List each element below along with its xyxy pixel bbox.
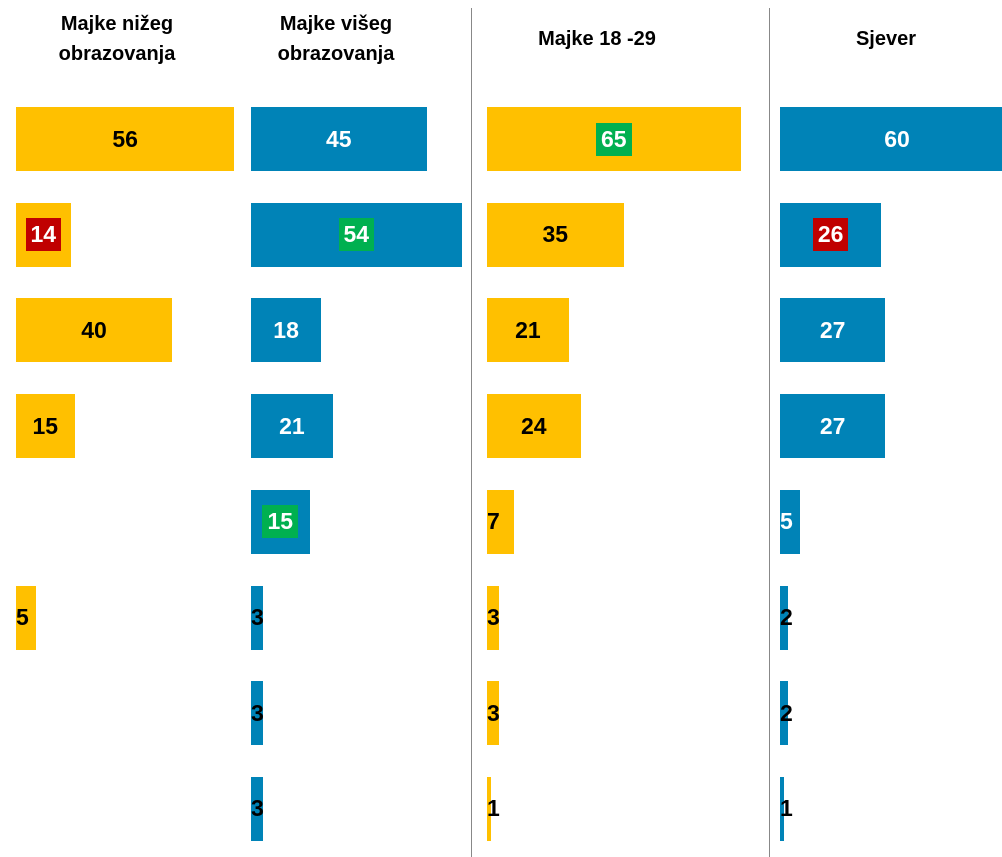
bar (780, 298, 886, 363)
value-label: 21 (279, 412, 305, 439)
value-label-box: 21 (487, 298, 569, 362)
value-label: 56 (112, 125, 138, 152)
value-label: 27 (819, 412, 846, 439)
value-label: 15 (262, 505, 299, 539)
value-label-box: 7 (482, 490, 542, 554)
value-label-box: 1 (482, 777, 542, 841)
value-label-box: 2 (775, 586, 835, 650)
bar (251, 394, 333, 459)
panel-title: Majke višeg obrazovanja (277, 13, 395, 65)
bar (16, 585, 36, 650)
value-label: 1 (780, 795, 793, 822)
value-label: 5 (16, 604, 29, 630)
bar (251, 585, 263, 650)
bar (487, 585, 499, 650)
value-label: 15 (32, 412, 59, 439)
bar (487, 394, 581, 459)
value-label: 3 (487, 604, 500, 630)
value-label-box: 14 (16, 203, 71, 267)
value-label-box: 3 (246, 586, 306, 650)
value-label: 3 (487, 699, 500, 726)
value-label: 2 (780, 699, 793, 726)
value-label-box: 26 (780, 203, 881, 267)
value-label-box: 27 (780, 298, 885, 362)
value-label-box: 1 (775, 777, 835, 841)
bar (780, 681, 788, 746)
bar (487, 776, 491, 841)
value-label: 54 (338, 218, 375, 252)
value-label: 1 (487, 795, 500, 822)
value-label-box: 40 (16, 298, 172, 362)
value-label: 3 (251, 604, 264, 630)
separator (769, 8, 770, 857)
value-label: 24 (521, 412, 547, 439)
panel-title: Sjever (855, 28, 917, 50)
value-label-box: 5 (11, 586, 71, 650)
value-label-box: 27 (780, 394, 885, 458)
bar (487, 681, 499, 746)
value-label: 40 (81, 316, 107, 343)
bar (251, 107, 427, 171)
bar (251, 681, 263, 746)
bar (251, 776, 263, 841)
value-label-box: 15 (16, 394, 75, 458)
value-label-box: 18 (251, 298, 321, 362)
value-label: 18 (273, 316, 299, 343)
value-label: 21 (515, 316, 541, 343)
value-label-box: 15 (251, 490, 310, 554)
value-label: 65 (595, 122, 632, 156)
value-label-box: 3 (246, 777, 306, 841)
value-label-box: 45 (251, 107, 427, 171)
bar (780, 489, 800, 554)
value-label: 27 (819, 316, 846, 343)
value-label: 35 (542, 221, 569, 248)
value-label: 3 (251, 699, 264, 726)
value-label-box: 5 (775, 490, 835, 554)
value-label: 3 (251, 795, 264, 822)
bar (487, 489, 515, 554)
bar (487, 202, 624, 267)
value-label: 5 (780, 508, 793, 535)
value-label-box: 54 (251, 203, 462, 267)
bar (780, 776, 784, 841)
value-label-box: 56 (16, 107, 234, 171)
value-label-box: 65 (487, 107, 741, 171)
value-label-box: 21 (251, 394, 333, 458)
separator (471, 8, 472, 857)
value-label-box: 3 (246, 681, 306, 745)
panel-title: Majke nižeg obrazovanja (58, 13, 176, 65)
value-label-box: 24 (487, 394, 581, 458)
panel-title: Majke 18 -29 (538, 28, 656, 50)
value-label-box: 3 (482, 681, 542, 745)
value-label-box: 3 (482, 586, 542, 650)
value-label: 26 (812, 218, 849, 252)
bar (16, 298, 172, 363)
bar (780, 394, 886, 459)
value-label-box: 35 (487, 203, 624, 267)
bar (487, 298, 569, 363)
value-label-box: 60 (780, 107, 1002, 171)
value-label: 14 (25, 218, 62, 252)
value-label: 2 (780, 604, 793, 630)
value-label: 7 (487, 508, 500, 535)
value-label-box: 2 (775, 681, 835, 745)
bar (16, 107, 235, 171)
value-label: 45 (325, 125, 352, 152)
value-label: 60 (884, 125, 910, 152)
bar (16, 394, 75, 459)
bar (780, 585, 788, 650)
bar (780, 107, 1002, 171)
bar (251, 298, 322, 363)
